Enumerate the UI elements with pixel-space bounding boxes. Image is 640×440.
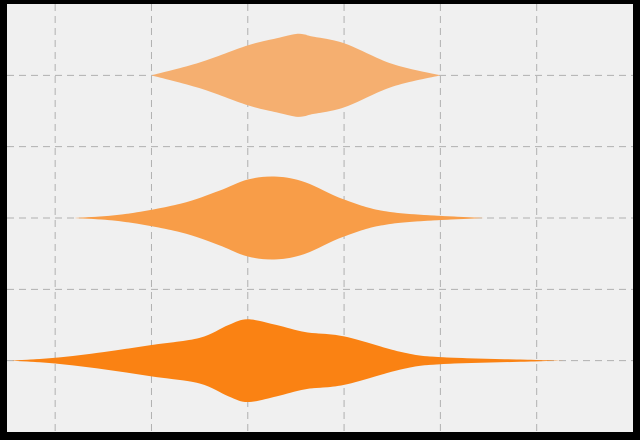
violins [11, 33, 566, 403]
violin-2 [74, 176, 484, 260]
violin-3 [11, 319, 566, 403]
violin-1 [151, 33, 441, 117]
